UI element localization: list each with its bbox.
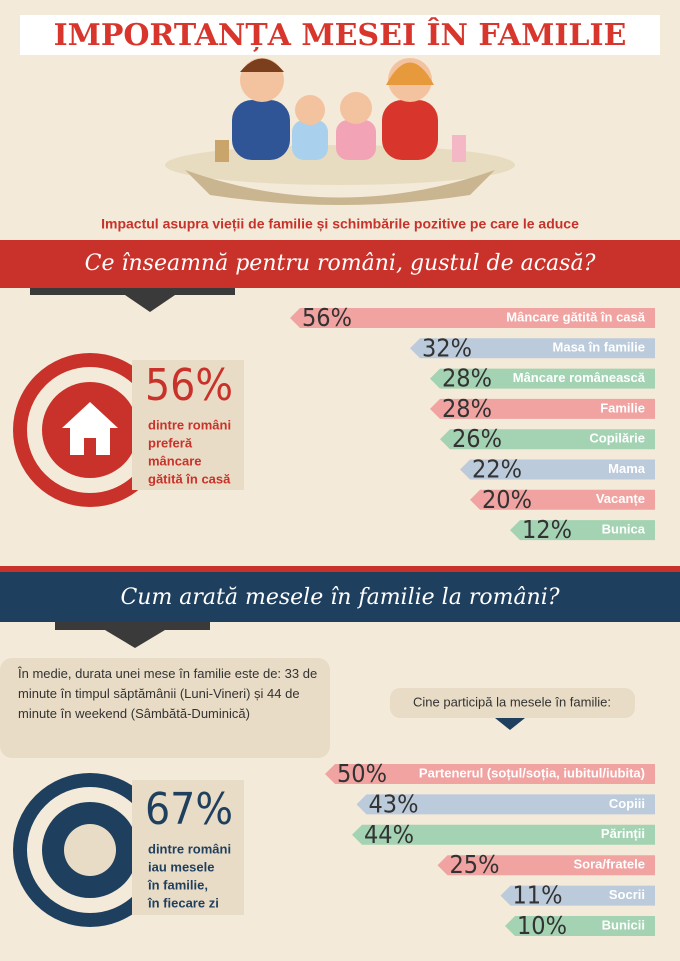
section-heading: Cum arată mesele în familie la români? — [120, 585, 559, 610]
bar — [505, 916, 655, 936]
bar — [410, 338, 655, 359]
note-text: În medie, durata unei mese în familie es… — [18, 666, 318, 721]
bar — [437, 855, 655, 876]
bar — [460, 459, 655, 480]
value-label: 50% — [337, 759, 387, 788]
category-label: Bunica — [602, 522, 646, 537]
highlight-box — [132, 360, 244, 490]
category-label: Partenerul (soțul/soția, iubitul/iubita) — [419, 765, 645, 780]
value-label: 26% — [452, 424, 502, 453]
highlight-text: preferă — [148, 435, 193, 450]
value-label: 20% — [482, 485, 532, 514]
section-band — [0, 572, 680, 622]
value-label: 28% — [442, 364, 492, 393]
category-label: Mâncare românească — [513, 370, 646, 385]
value-label: 11% — [513, 881, 563, 910]
category-label: Socrii — [609, 887, 645, 902]
category-label: Părinții — [601, 826, 645, 841]
category-label: Copilărie — [589, 431, 645, 446]
value-label: 25% — [450, 850, 500, 879]
title-banner — [20, 15, 660, 55]
family-illustration — [165, 58, 515, 205]
bar — [325, 764, 655, 784]
highlight-text: dintre români — [148, 841, 231, 856]
category-label: Familie — [600, 400, 645, 415]
highlight-number: 56% — [145, 360, 233, 411]
category-label: Copiii — [609, 796, 645, 811]
bar — [430, 368, 655, 389]
highlight-text: dintre români — [148, 417, 231, 432]
highlight-box — [132, 780, 244, 915]
bar — [356, 794, 655, 815]
highlight-text: iau mesele — [148, 859, 215, 874]
note: În medie, durata unei mese în familie es… — [18, 666, 318, 721]
highlight-text: mâncare — [148, 453, 201, 468]
value-label: 28% — [442, 394, 492, 423]
bar — [500, 885, 655, 906]
value-label: 56% — [302, 303, 352, 332]
value-label: 10% — [517, 911, 567, 940]
category-label: Mama — [608, 461, 646, 476]
bar — [470, 489, 655, 510]
value-label: 32% — [422, 333, 472, 362]
bar — [290, 308, 655, 328]
section-heading: Ce înseamnă pentru români, gustul de aca… — [85, 251, 596, 276]
participants-title: Cine participă la mesele în familie: — [413, 694, 611, 709]
bar — [352, 824, 655, 845]
subtitle: Impactul asupra vieții de familie și sch… — [101, 216, 579, 232]
value-label: 43% — [369, 789, 419, 818]
bar — [510, 520, 655, 541]
value-label: 12% — [522, 515, 572, 544]
highlight-text: gătită în casă — [148, 471, 231, 486]
highlight-number: 67% — [145, 784, 233, 835]
section-flag — [55, 622, 210, 648]
value-label: 22% — [472, 455, 522, 484]
category-label: Vacanțe — [596, 491, 645, 506]
category-label: Masa în familie — [553, 340, 645, 355]
category-label: Bunicii — [602, 917, 645, 932]
participants-box — [390, 688, 635, 718]
title: IMPORTANȚA MESEI ÎN FAMILIE — [54, 17, 627, 53]
pointer — [495, 718, 525, 730]
section-band — [0, 240, 680, 288]
section-divider — [0, 566, 680, 572]
highlight-text: în familie, — [147, 877, 208, 892]
highlight-text: în fiecare zi — [147, 895, 219, 910]
bar — [430, 398, 655, 419]
note-box — [0, 658, 330, 758]
section-flag — [30, 288, 235, 312]
category-label: Mâncare gătită în casă — [506, 309, 645, 324]
value-label: 44% — [364, 820, 414, 849]
bar — [440, 429, 655, 450]
category-label: Sora/fratele — [573, 857, 645, 872]
